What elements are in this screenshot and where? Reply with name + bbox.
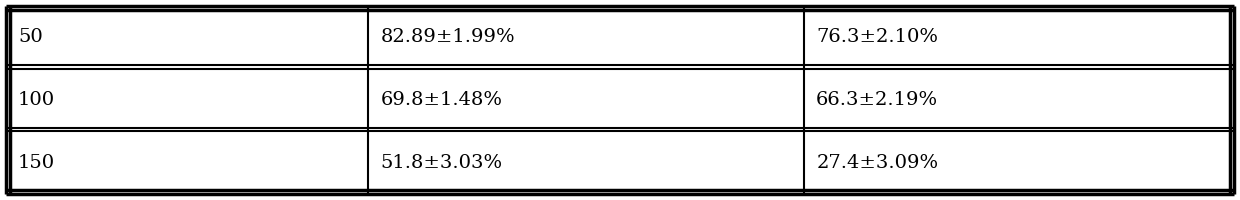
Text: 150: 150: [19, 154, 55, 172]
Text: 51.8±3.03%: 51.8±3.03%: [381, 154, 502, 172]
Text: 66.3±2.19%: 66.3±2.19%: [816, 91, 939, 109]
Text: 27.4±3.09%: 27.4±3.09%: [816, 154, 939, 172]
Text: 76.3±2.10%: 76.3±2.10%: [816, 28, 939, 46]
Text: 69.8±1.48%: 69.8±1.48%: [381, 91, 502, 109]
Text: 50: 50: [19, 28, 42, 46]
Text: 100: 100: [19, 91, 55, 109]
Text: 82.89±1.99%: 82.89±1.99%: [381, 28, 515, 46]
